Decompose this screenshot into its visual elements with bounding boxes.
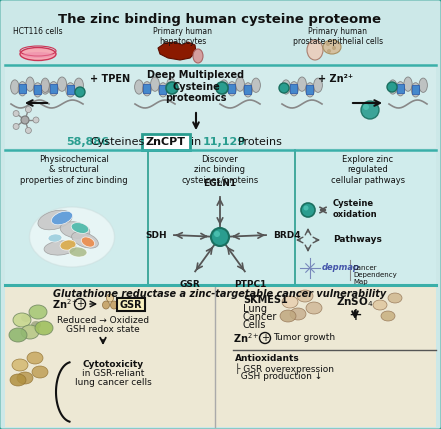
Text: 11,129: 11,129 [202,137,246,147]
FancyBboxPatch shape [5,150,436,285]
Ellipse shape [49,82,58,96]
Text: 58,886: 58,886 [67,137,109,147]
Circle shape [332,46,336,50]
FancyBboxPatch shape [160,85,167,94]
Ellipse shape [71,223,89,233]
Ellipse shape [12,359,28,371]
Ellipse shape [159,83,168,97]
Ellipse shape [57,77,67,91]
Ellipse shape [220,80,228,94]
Ellipse shape [280,310,296,322]
Text: Cysteine
oxidation: Cysteine oxidation [333,199,377,219]
Circle shape [13,111,19,117]
Ellipse shape [167,78,176,92]
Ellipse shape [38,210,72,230]
Ellipse shape [21,325,39,339]
FancyBboxPatch shape [397,84,404,93]
Ellipse shape [26,77,34,91]
Ellipse shape [106,294,113,302]
Ellipse shape [388,293,402,303]
Ellipse shape [17,372,33,384]
Ellipse shape [404,77,412,91]
FancyBboxPatch shape [5,285,436,427]
Ellipse shape [297,290,313,302]
Ellipse shape [48,234,62,242]
Ellipse shape [74,78,83,92]
Ellipse shape [30,207,115,267]
Ellipse shape [66,83,75,97]
Text: Tumor growth: Tumor growth [273,333,335,342]
Ellipse shape [69,247,87,257]
Ellipse shape [193,49,203,63]
Text: Primary human
prostate epithelial cells: Primary human prostate epithelial cells [293,27,383,46]
Ellipse shape [10,374,26,386]
Circle shape [363,104,369,110]
Text: Antioxidants: Antioxidants [235,354,300,363]
Ellipse shape [142,82,151,96]
Ellipse shape [41,78,49,92]
Ellipse shape [60,240,76,250]
Text: ZnCPT: ZnCPT [146,137,186,147]
Ellipse shape [290,308,306,320]
Circle shape [216,82,228,94]
Text: Deep Multiplexed
Cysteine
proteomics: Deep Multiplexed Cysteine proteomics [147,70,245,103]
Ellipse shape [228,82,236,96]
Text: ZnSO$_4$: ZnSO$_4$ [336,295,374,309]
Ellipse shape [102,301,109,309]
Polygon shape [158,42,196,60]
Text: PTPC1: PTPC1 [234,280,266,289]
Ellipse shape [314,78,322,92]
Ellipse shape [252,78,260,92]
Text: GSR: GSR [179,280,200,289]
Circle shape [303,205,309,211]
Text: +: + [76,299,84,309]
Ellipse shape [235,77,244,91]
FancyBboxPatch shape [34,85,41,94]
FancyBboxPatch shape [228,84,235,93]
Ellipse shape [13,313,31,327]
Ellipse shape [44,241,76,255]
Circle shape [33,117,39,123]
Ellipse shape [282,80,291,94]
FancyBboxPatch shape [19,84,26,93]
Ellipse shape [373,300,387,310]
Ellipse shape [31,321,41,329]
Ellipse shape [41,80,50,94]
Ellipse shape [21,314,31,322]
Text: Cancer: Cancer [243,312,277,322]
Text: SKMES1: SKMES1 [243,295,288,305]
FancyBboxPatch shape [142,134,190,150]
FancyBboxPatch shape [244,85,251,94]
Circle shape [361,101,379,119]
Circle shape [13,124,19,130]
Ellipse shape [306,302,322,314]
Ellipse shape [18,82,26,96]
Circle shape [26,106,31,112]
Ellipse shape [411,83,420,97]
Ellipse shape [135,80,143,94]
Text: GSR: GSR [120,299,142,309]
Ellipse shape [307,40,323,60]
Text: GSH production ↓: GSH production ↓ [235,372,322,381]
Circle shape [326,42,330,46]
Text: The zinc binding human cysteine proteome: The zinc binding human cysteine proteome [59,13,381,26]
Text: in: in [191,137,201,147]
FancyBboxPatch shape [143,84,150,93]
FancyBboxPatch shape [291,84,298,93]
Text: +: + [261,333,269,343]
Ellipse shape [396,82,404,96]
Ellipse shape [60,222,90,238]
Text: Explore zinc
regulated
cellular pathways: Explore zinc regulated cellular pathways [331,155,405,185]
Text: Physicochemical
& structural
properties of zinc binding: Physicochemical & structural properties … [20,155,128,185]
Ellipse shape [306,83,314,97]
FancyBboxPatch shape [5,65,436,148]
FancyBboxPatch shape [306,85,314,94]
Circle shape [279,83,289,93]
Text: lung cancer cells: lung cancer cells [75,378,151,387]
Ellipse shape [23,52,53,58]
Ellipse shape [34,83,42,97]
Ellipse shape [20,48,56,60]
Circle shape [387,82,397,92]
FancyBboxPatch shape [117,298,145,311]
